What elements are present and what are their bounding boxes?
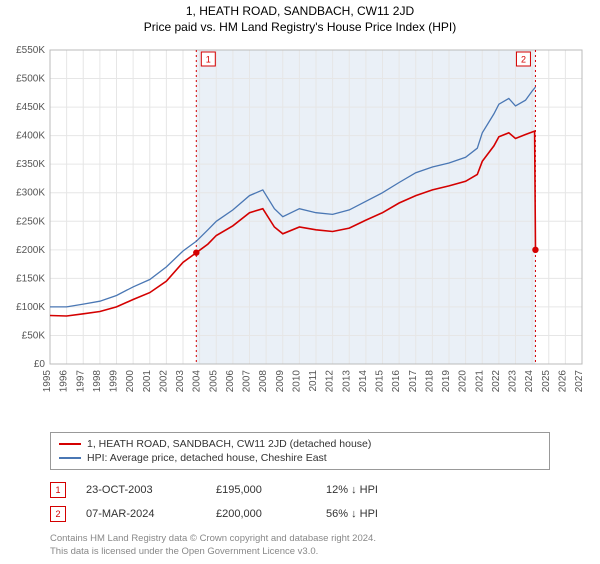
svg-text:2024: 2024 bbox=[524, 370, 535, 393]
svg-text:£350K: £350K bbox=[16, 159, 45, 170]
line-chart: £0 £50K £100K £150K £200K £250K £300K £350K £400… bbox=[8, 44, 592, 404]
legend-label: 1, HEATH ROAD, SANDBACH, CW11 2JD (detac… bbox=[87, 438, 371, 450]
svg-text:1999: 1999 bbox=[109, 370, 120, 393]
svg-text:2016: 2016 bbox=[391, 370, 402, 393]
svg-text:2022: 2022 bbox=[491, 370, 502, 393]
svg-text:2005: 2005 bbox=[208, 370, 219, 393]
svg-text:£0: £0 bbox=[34, 359, 46, 370]
svg-text:2018: 2018 bbox=[424, 370, 435, 393]
svg-text:2007: 2007 bbox=[242, 370, 253, 393]
svg-text:2003: 2003 bbox=[175, 370, 186, 393]
svg-text:2011: 2011 bbox=[308, 370, 319, 392]
sale-date: 23-OCT-2003 bbox=[86, 484, 196, 496]
sale-date: 07-MAR-2024 bbox=[86, 508, 196, 520]
svg-text:2008: 2008 bbox=[258, 370, 269, 393]
svg-text:2020: 2020 bbox=[458, 370, 469, 393]
svg-text:£400K: £400K bbox=[16, 131, 45, 142]
sale-rows: 1 23-OCT-2003 £195,000 12% ↓ HPI 2 07-MAR-202… bbox=[50, 478, 550, 526]
svg-text:2013: 2013 bbox=[341, 370, 352, 393]
svg-text:2001: 2001 bbox=[142, 370, 153, 393]
sale-pct: 12% ↓ HPI bbox=[326, 484, 436, 496]
svg-text:£300K: £300K bbox=[16, 188, 45, 199]
sale-price: £195,000 bbox=[216, 484, 306, 496]
svg-text:1998: 1998 bbox=[92, 370, 103, 393]
legend-box: 1, HEATH ROAD, SANDBACH, CW11 2JD (detac… bbox=[50, 432, 550, 470]
svg-text:2027: 2027 bbox=[574, 370, 585, 393]
footnote: Contains HM Land Registry data © Crown c… bbox=[50, 533, 376, 558]
legend-section: 1, HEATH ROAD, SANDBACH, CW11 2JD (detac… bbox=[50, 432, 550, 526]
legend-label: HPI: Average price, detached house, Ches… bbox=[87, 452, 327, 464]
svg-text:2019: 2019 bbox=[441, 370, 452, 393]
legend-swatch bbox=[59, 457, 81, 459]
svg-text:1996: 1996 bbox=[59, 370, 70, 393]
svg-text:2010: 2010 bbox=[291, 370, 302, 393]
svg-text:1: 1 bbox=[206, 55, 211, 65]
svg-text:£250K: £250K bbox=[16, 216, 45, 227]
svg-text:£50K: £50K bbox=[22, 330, 46, 341]
svg-text:£500K: £500K bbox=[16, 74, 45, 85]
svg-text:£150K: £150K bbox=[16, 273, 45, 284]
footnote-line1: Contains HM Land Registry data © Crown c… bbox=[50, 533, 376, 544]
chart-area: £0 £50K £100K £150K £200K £250K £300K £350K £400… bbox=[8, 44, 592, 424]
page-title: 1, HEATH ROAD, SANDBACH, CW11 2JD bbox=[0, 4, 600, 18]
svg-text:2023: 2023 bbox=[508, 370, 519, 393]
svg-text:2: 2 bbox=[521, 55, 526, 65]
footnote-line2: This data is licensed under the Open Gov… bbox=[50, 546, 318, 557]
legend-item: HPI: Average price, detached house, Ches… bbox=[59, 451, 541, 465]
sale-row: 2 07-MAR-2024 £200,000 56% ↓ HPI bbox=[50, 502, 550, 526]
svg-text:£450K: £450K bbox=[16, 102, 45, 113]
svg-text:£550K: £550K bbox=[16, 45, 45, 56]
svg-text:2006: 2006 bbox=[225, 370, 236, 393]
svg-text:1997: 1997 bbox=[75, 370, 86, 393]
svg-text:£100K: £100K bbox=[16, 302, 45, 313]
svg-text:2026: 2026 bbox=[557, 370, 568, 393]
svg-text:2021: 2021 bbox=[474, 370, 485, 393]
legend-item: 1, HEATH ROAD, SANDBACH, CW11 2JD (detac… bbox=[59, 437, 541, 451]
page-subtitle: Price paid vs. HM Land Registry's House … bbox=[0, 20, 600, 34]
svg-text:2009: 2009 bbox=[275, 370, 286, 393]
svg-text:2004: 2004 bbox=[192, 370, 203, 393]
svg-text:1995: 1995 bbox=[42, 370, 53, 393]
svg-text:2000: 2000 bbox=[125, 370, 136, 393]
sale-marker: 1 bbox=[50, 482, 66, 498]
sale-price: £200,000 bbox=[216, 508, 306, 520]
sale-row: 1 23-OCT-2003 £195,000 12% ↓ HPI bbox=[50, 478, 550, 502]
legend-swatch bbox=[59, 443, 81, 445]
svg-text:2014: 2014 bbox=[358, 370, 369, 393]
svg-text:2015: 2015 bbox=[375, 370, 386, 393]
sale-pct: 56% ↓ HPI bbox=[326, 508, 436, 520]
sale-marker: 2 bbox=[50, 506, 66, 522]
svg-text:2002: 2002 bbox=[158, 370, 169, 393]
svg-text:2017: 2017 bbox=[408, 370, 419, 393]
svg-text:2025: 2025 bbox=[541, 370, 552, 393]
svg-text:2012: 2012 bbox=[325, 370, 336, 393]
svg-text:£200K: £200K bbox=[16, 245, 45, 256]
